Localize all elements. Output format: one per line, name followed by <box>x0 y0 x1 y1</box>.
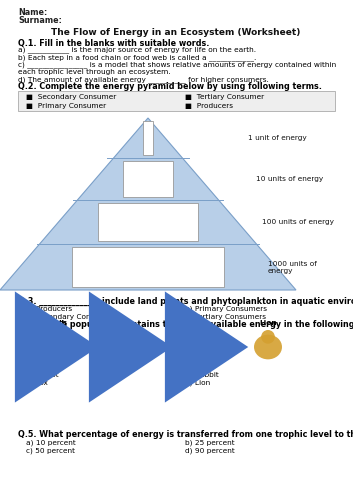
Text: Name:: Name: <box>18 8 47 17</box>
Text: Fox: Fox <box>185 320 199 326</box>
Text: The Flow of Energy in an Ecosystem (Worksheet): The Flow of Energy in an Ecosystem (Work… <box>51 28 301 37</box>
Text: d) Tertiary Consumers: d) Tertiary Consumers <box>185 313 266 320</box>
Text: 10 units of energy: 10 units of energy <box>256 176 323 182</box>
Text: ■  Primary Consumer: ■ Primary Consumer <box>26 103 106 109</box>
Text: ■  Tertiary Consumer: ■ Tertiary Consumer <box>185 94 264 100</box>
Text: c) ________________ is a model that shows relative amounts of energy contained w: c) ________________ is a model that show… <box>18 62 336 68</box>
Bar <box>72 247 223 287</box>
Circle shape <box>45 330 59 344</box>
Ellipse shape <box>178 334 206 359</box>
Bar <box>98 203 198 241</box>
Bar <box>123 161 173 197</box>
Circle shape <box>111 330 125 344</box>
Text: ■  Producers: ■ Producers <box>185 103 233 109</box>
Text: 1 unit of energy: 1 unit of energy <box>248 135 307 141</box>
Text: Surname:: Surname: <box>18 16 62 25</box>
Ellipse shape <box>104 334 132 359</box>
Bar <box>143 121 153 155</box>
Text: a) Carrot: a) Carrot <box>26 372 59 378</box>
Text: Q.4. Which population contains the least available energy in the following food : Q.4. Which population contains the least… <box>18 320 353 329</box>
Text: Lion: Lion <box>259 320 277 326</box>
Text: d) 90 percent: d) 90 percent <box>185 447 235 454</box>
Text: Q.2. Complete the energy pyramid below by using following terms.: Q.2. Complete the energy pyramid below b… <box>18 82 322 91</box>
Text: d) The amount of available energy __________ for higher consumers.: d) The amount of available energy ______… <box>18 76 269 83</box>
Text: d) Lion: d) Lion <box>185 380 210 386</box>
Text: a) Producers: a) Producers <box>26 305 72 312</box>
Text: Q.5. What percentage of energy is transferred from one trophic level to the next: Q.5. What percentage of energy is transf… <box>18 430 353 439</box>
Circle shape <box>261 330 275 344</box>
Ellipse shape <box>38 334 66 359</box>
Text: c) Fox: c) Fox <box>26 380 48 386</box>
Text: Q.1. Fill in the blanks with suitable words.: Q.1. Fill in the blanks with suitable wo… <box>18 39 209 48</box>
Text: b) Primary Consumers: b) Primary Consumers <box>185 305 267 312</box>
Text: 100 units of energy: 100 units of energy <box>262 219 334 225</box>
Text: ■  Secondary Consumer: ■ Secondary Consumer <box>26 94 116 100</box>
Text: 1000 units of
energy: 1000 units of energy <box>268 260 317 274</box>
Text: b) Rabbit: b) Rabbit <box>185 372 219 378</box>
Text: a) ___________ is the major source of energy for life on the earth.: a) ___________ is the major source of en… <box>18 46 256 53</box>
Text: c) 50 percent: c) 50 percent <box>26 447 75 454</box>
Bar <box>18 91 335 111</box>
Polygon shape <box>0 118 296 290</box>
Text: a) 10 percent: a) 10 percent <box>26 439 76 446</box>
Text: c) Secondary Consumers: c) Secondary Consumers <box>26 313 118 320</box>
Text: Carrots: Carrots <box>36 320 67 326</box>
Ellipse shape <box>254 334 282 359</box>
Text: b) 25 percent: b) 25 percent <box>185 439 235 446</box>
Text: b) Each step in a food chain or food web is called a ____________.: b) Each step in a food chain or food web… <box>18 54 256 60</box>
Text: Rabbit: Rabbit <box>104 320 132 326</box>
Text: each trophic level through an ecosystem.: each trophic level through an ecosystem. <box>18 69 171 75</box>
Circle shape <box>185 330 199 344</box>
Text: Q.3. _______________ include land plants and phytoplankton in aquatic environmen: Q.3. _______________ include land plants… <box>18 297 353 306</box>
